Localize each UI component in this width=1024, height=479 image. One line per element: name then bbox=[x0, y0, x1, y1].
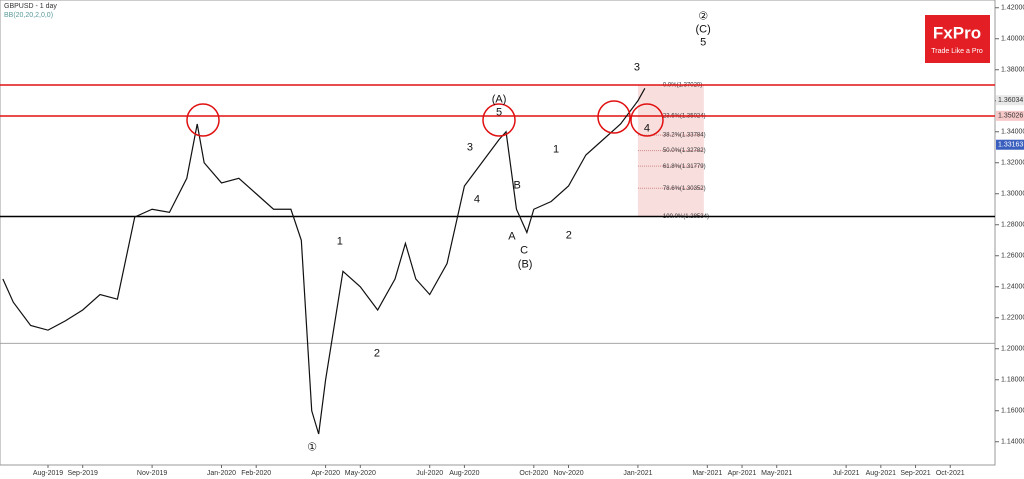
x-tick-label: Apr-2020 bbox=[311, 470, 340, 477]
y-tick-label: 1.42000 bbox=[1001, 5, 1024, 12]
brand: FxPro bbox=[933, 23, 981, 42]
x-tick-label: Oct-2020 bbox=[519, 470, 548, 477]
wave-label: 4 bbox=[474, 194, 480, 206]
x-tick-label: Apr-2021 bbox=[728, 470, 757, 477]
x-tick-label: Mar-2021 bbox=[692, 470, 722, 477]
x-tick-label: Sep-2019 bbox=[68, 470, 98, 477]
wave-label: 2 bbox=[374, 348, 380, 360]
wave-label: 5 bbox=[700, 37, 706, 49]
chart-title: GBPUSD - 1 day bbox=[4, 3, 57, 10]
y-tick-label: 1.14000 bbox=[1001, 439, 1024, 446]
wave-label: 1 bbox=[553, 144, 559, 156]
plot-frame bbox=[0, 0, 996, 466]
wave-label: ① bbox=[307, 442, 317, 454]
y-tick-label: 1.30000 bbox=[1001, 191, 1024, 198]
highlight-circle bbox=[186, 103, 220, 137]
fib-label: 78.6%(1.30352) bbox=[663, 186, 706, 192]
tagline: Trade Like a Pro bbox=[931, 48, 983, 55]
wave-label: 3 bbox=[634, 62, 640, 74]
y-tick-label: 1.40000 bbox=[1001, 36, 1024, 43]
wave-label: 4 bbox=[644, 123, 650, 135]
fib-label: 50.0%(1.32782) bbox=[663, 148, 706, 154]
highlight-circle bbox=[597, 100, 631, 134]
y-tick-label: 1.18000 bbox=[1001, 377, 1024, 384]
wave-label: 1 bbox=[337, 236, 343, 248]
wave-label: 3 bbox=[467, 142, 473, 154]
y-tick-label: 1.26000 bbox=[1001, 253, 1024, 260]
y-tick-label: 1.22000 bbox=[1001, 315, 1024, 322]
price-marker-label: 1.35026 bbox=[998, 113, 1023, 120]
x-tick-label: Sep-2021 bbox=[900, 470, 930, 477]
price-marker-label: 1.33163 bbox=[998, 142, 1023, 149]
wave-label: ② bbox=[698, 11, 708, 23]
wave-label: (A) bbox=[492, 94, 507, 106]
x-tick-label: Nov-2020 bbox=[553, 470, 583, 477]
logo bbox=[925, 15, 990, 63]
price-marker-label: 1.36034 bbox=[998, 97, 1023, 104]
y-tick-label: 1.20000 bbox=[1001, 346, 1024, 353]
price-line bbox=[2, 88, 646, 435]
x-tick-label: Oct-2021 bbox=[936, 470, 965, 477]
y-tick-label: 1.28000 bbox=[1001, 222, 1024, 229]
y-tick-label: 1.24000 bbox=[1001, 284, 1024, 291]
y-tick-label: 1.38000 bbox=[1001, 67, 1024, 74]
wave-label: 5 bbox=[496, 107, 502, 119]
x-tick-label: May-2021 bbox=[761, 470, 792, 477]
price-marker bbox=[996, 110, 1024, 121]
wave-label: A bbox=[508, 231, 516, 243]
x-tick-label: Aug-2020 bbox=[449, 470, 479, 477]
x-tick-label: Jul-2020 bbox=[416, 470, 443, 477]
x-tick-label: Jan-2021 bbox=[623, 470, 652, 477]
wave-label: B bbox=[513, 180, 520, 192]
price-marker bbox=[996, 139, 1024, 150]
wave-label: (B) bbox=[518, 259, 533, 271]
y-tick-label: 1.34000 bbox=[1001, 129, 1024, 136]
fib-label: 61.8%(1.31779) bbox=[663, 164, 706, 170]
x-tick-label: Nov-2019 bbox=[137, 470, 167, 477]
highlight-circle bbox=[482, 103, 516, 137]
wave-label: 2 bbox=[566, 230, 572, 242]
y-tick-label: 1.16000 bbox=[1001, 408, 1024, 415]
x-tick-label: Jan-2020 bbox=[207, 470, 236, 477]
fib-label: 38.2%(1.33784) bbox=[663, 133, 706, 139]
x-tick-label: Aug-2021 bbox=[866, 470, 896, 477]
wave-label: C bbox=[520, 245, 528, 257]
highlight-circle bbox=[630, 103, 664, 137]
wave-label: (C) bbox=[696, 24, 711, 36]
x-tick-label: Jul-2021 bbox=[833, 470, 860, 477]
x-tick-label: Feb-2020 bbox=[241, 470, 271, 477]
indicator-label: BB(20,20,2,0,0) bbox=[4, 12, 53, 19]
x-tick-label: May-2020 bbox=[345, 470, 376, 477]
price-marker bbox=[996, 95, 1024, 106]
y-tick-label: 1.32000 bbox=[1001, 160, 1024, 167]
x-tick-label: Aug-2019 bbox=[33, 470, 63, 477]
